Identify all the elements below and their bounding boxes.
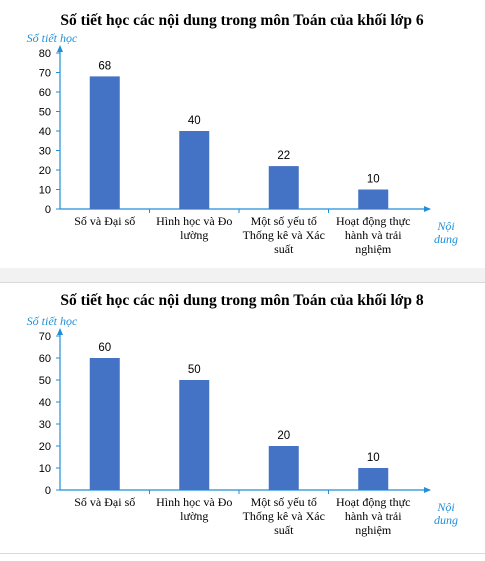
y-tick-label: 70 [39,68,51,80]
bar [268,166,299,209]
bar [89,76,120,210]
category-label: Một số yếu tố [251,495,317,509]
bar [358,189,389,209]
data-label: 10 [367,174,380,186]
category-label: hành và trải [345,228,402,242]
data-label: 10 [367,452,380,464]
category-label: hành và trải [345,509,402,523]
bar [179,380,210,490]
category-label: Thống kê và Xác [243,228,325,242]
y-tick-label: 40 [39,126,51,138]
y-axis-label: Số tiết học [27,31,78,45]
chart-panel-grade-6: Số tiết học các nội dung trong môn Toán … [0,0,485,269]
category-label: Số và Đại số [74,495,135,509]
data-label: 68 [98,60,111,72]
y-tick-label: 40 [39,397,51,409]
category-label: Hoạt động thực [336,214,411,228]
y-tick-label: 10 [39,185,51,197]
x-axis-label: dung [434,232,458,246]
category-label: Hoạt động thực [336,495,411,509]
category-label: lường [180,228,208,242]
category-label: Hình học và Đo [156,214,232,228]
y-tick-label: 20 [39,441,51,453]
x-axis-label: Nội [436,500,454,514]
chart-title: Số tiết học các nội dung trong môn Toán … [60,292,423,309]
y-tick-label: 10 [39,463,51,475]
y-axis-label: Số tiết học [27,314,78,328]
category-label: Một số yếu tố [251,214,317,228]
category-label: lường [180,509,208,523]
y-tick-label: 0 [45,485,51,497]
category-label: suất [274,242,294,256]
y-tick-label: 0 [45,204,51,216]
category-label: nghiệm [355,523,392,537]
y-tick-label: 80 [39,48,51,60]
chart-title: Số tiết học các nội dung trong môn Toán … [60,12,423,29]
data-label: 40 [188,115,201,127]
x-axis-label: Nội [436,219,454,233]
bar [268,446,299,490]
data-label: 20 [277,430,290,442]
category-label: Hình học và Đo [156,495,232,509]
category-label: nghiệm [355,242,392,256]
bar [89,358,120,490]
data-label: 50 [188,364,201,376]
x-axis-label: dung [434,513,458,527]
y-tick-label: 50 [39,107,51,119]
x-axis-arrow [424,206,431,212]
category-label: Thống kê và Xác [243,509,325,523]
panel-separator [0,268,485,282]
y-tick-label: 70 [39,331,51,343]
data-label: 60 [98,342,111,354]
y-tick-label: 50 [39,375,51,387]
y-tick-label: 20 [39,165,51,177]
data-label: 22 [277,150,290,162]
y-tick-label: 60 [39,87,51,99]
y-tick-label: 30 [39,419,51,431]
chart-panel-grade-8: Số tiết học các nội dung trong môn Toán … [0,282,485,554]
y-axis-arrow [57,45,63,52]
y-tick-label: 60 [39,353,51,365]
bar [358,468,389,490]
y-tick-label: 30 [39,146,51,158]
category-label: suất [274,523,294,537]
bar-chart-grade-6: Số tiết học các nội dung trong môn Toán … [27,12,458,256]
category-label: Số và Đại số [74,214,135,228]
y-axis-arrow [57,328,63,335]
bar [179,131,210,209]
x-axis-arrow [424,487,431,493]
bar-chart-grade-8: Số tiết học các nội dung trong môn Toán … [27,292,458,537]
